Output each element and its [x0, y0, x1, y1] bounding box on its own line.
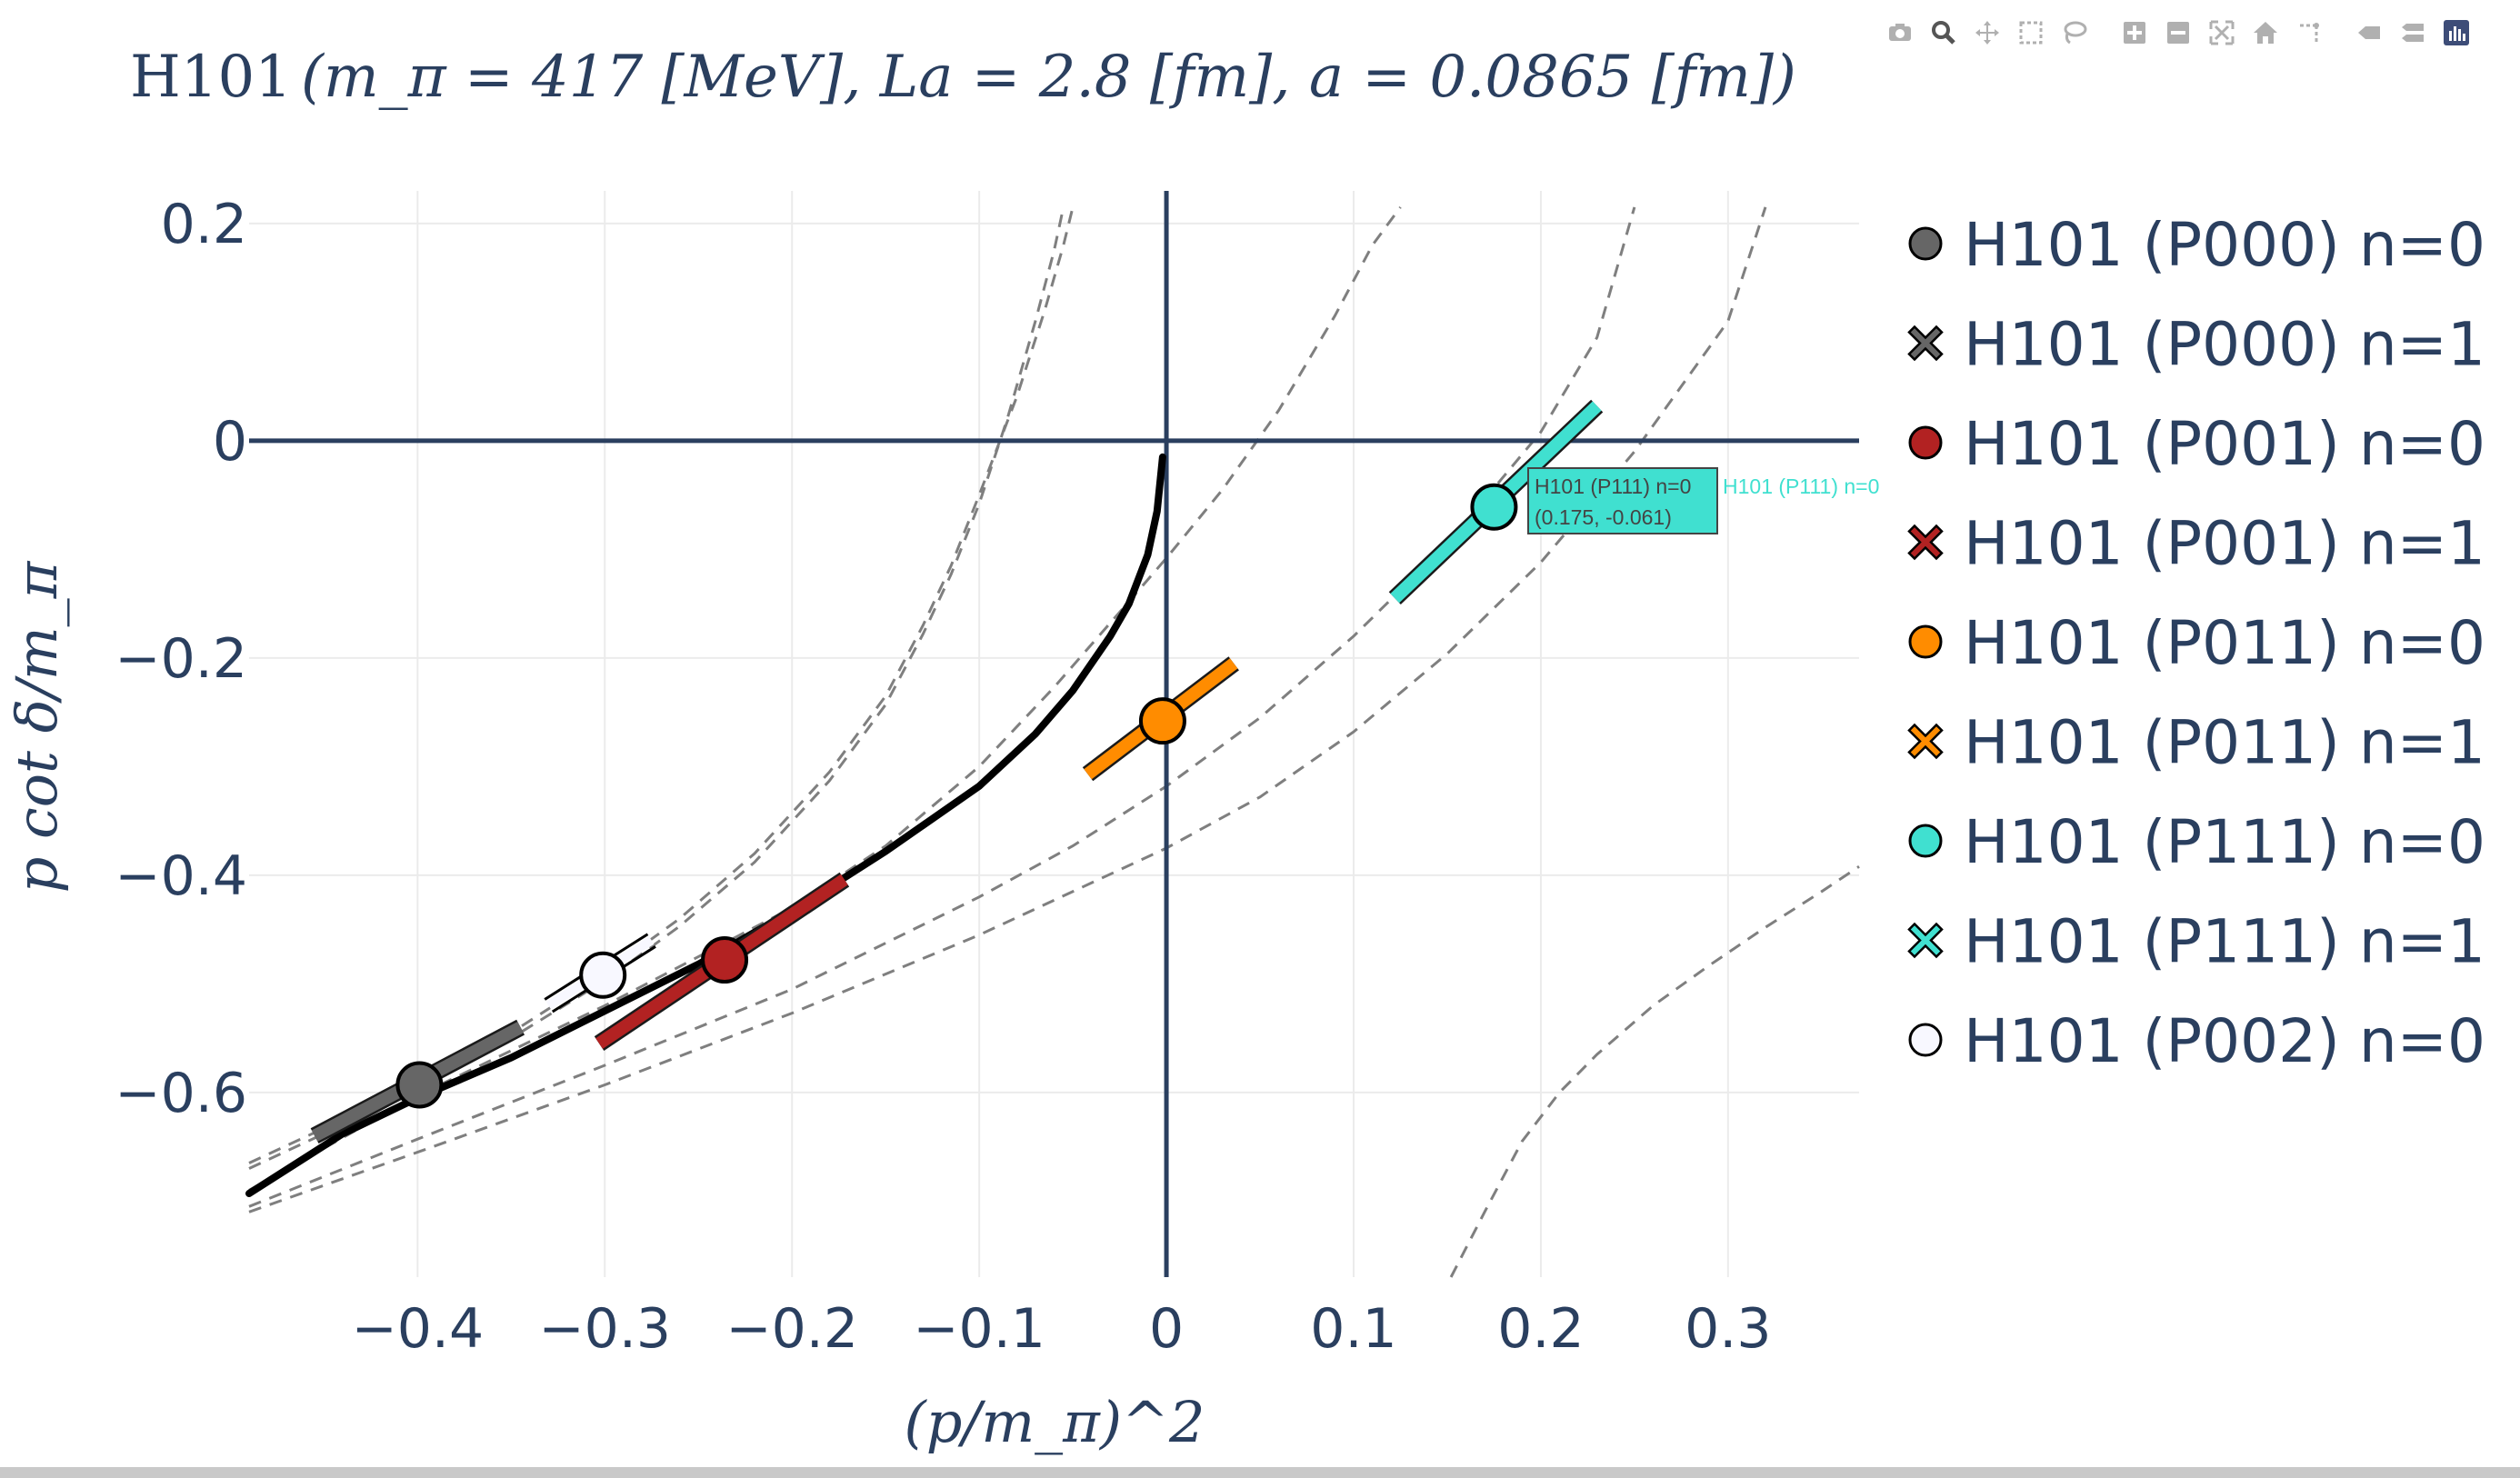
modebar	[1880, 13, 2476, 53]
legend-x-icon	[1907, 325, 1944, 362]
hover-compare-icon	[2402, 24, 2424, 42]
x-tick-labels: −0.4 −0.3 −0.2 −0.1 0 0.1 0.2 0.3	[351, 1297, 1771, 1361]
zoom-out-button[interactable]	[2158, 13, 2198, 53]
y-axis-label: p cot δ/m_π	[4, 560, 70, 893]
data-point-marker[interactable]	[1470, 483, 1518, 531]
dashed-curve	[248, 206, 1065, 1170]
hover-closest-icon	[2358, 26, 2380, 39]
x-tick-label: 0.1	[1310, 1297, 1396, 1361]
legend-label: H101 (P011) n=1	[1964, 708, 2485, 778]
legend-item[interactable]: H101 (P011) n=0	[1908, 608, 2485, 678]
y-tick-label: 0.2	[161, 193, 247, 256]
reset-axes-icon	[2254, 22, 2277, 44]
hover-box	[1527, 467, 1718, 534]
legend-label: H101 (P002) n=0	[1964, 1006, 2485, 1076]
dashed-curve	[248, 206, 1075, 1164]
box-select-button[interactable]	[2011, 13, 2051, 53]
legend-label: H101 (P000) n=0	[1964, 210, 2485, 280]
camera-icon	[1889, 24, 1911, 41]
plotly-logo-icon	[2444, 20, 2469, 45]
legend-circle-icon	[1908, 624, 1943, 659]
x-tick-label: −0.4	[351, 1297, 484, 1361]
autoscale-button[interactable]	[2202, 13, 2242, 53]
y-tick-label: 0	[213, 410, 247, 474]
pan-icon	[1975, 21, 1999, 45]
legend-circle-icon	[1908, 1023, 1943, 1057]
data-point-marker[interactable]	[701, 936, 749, 984]
legend-item[interactable]: H101 (P001) n=0	[1908, 409, 2485, 479]
legend-circle-icon	[1908, 425, 1943, 460]
zero-lines	[249, 191, 1859, 1277]
legend-circle-icon	[1908, 226, 1943, 261]
x-tick-label: 0.2	[1497, 1297, 1584, 1361]
y-tick-label: −0.6	[115, 1062, 247, 1125]
dashed-curve	[248, 206, 1767, 1213]
spike-lines-button[interactable]	[2289, 13, 2329, 53]
zoom-out-icon	[2167, 22, 2189, 44]
legend-circle-icon	[1908, 824, 1943, 858]
y-tick-labels: −0.6 −0.4 −0.2 0 0.2	[115, 193, 247, 1125]
x-axis-label: (p/m_π)^2	[905, 1389, 1205, 1455]
fit-curve-line	[245, 453, 1166, 1197]
lasso-select-icon	[2064, 21, 2087, 45]
dashed-curves	[248, 206, 1860, 1278]
legend-x-icon	[1907, 723, 1944, 760]
legend-label: H101 (P111) n=1	[1964, 907, 2485, 977]
legend-item[interactable]: H101 (P000) n=0	[1908, 210, 2485, 280]
data-point-marker[interactable]	[395, 1061, 444, 1109]
legend-item[interactable]: H101 (P002) n=0	[1908, 1006, 2485, 1076]
legend-item[interactable]: H101 (P111) n=0	[1908, 807, 2485, 877]
dashed-curve	[248, 206, 1402, 1192]
legend-item[interactable]: H101 (P011) n=1	[1907, 708, 2485, 778]
hover-closest-button[interactable]	[2349, 13, 2389, 53]
dashed-curve	[1449, 865, 1860, 1278]
x-tick-label: −0.3	[538, 1297, 671, 1361]
legend-x-icon	[1907, 922, 1944, 959]
hover-line-2: (0.175, -0.061)	[1535, 505, 1672, 529]
data-point-marker[interactable]	[579, 951, 627, 999]
y-tick-label: −0.2	[115, 627, 247, 691]
box-select-icon	[2019, 21, 2043, 45]
legend[interactable]: H101 (P000) n=0 H101 (P000) n=1 H101 (P001…	[1907, 210, 2485, 1076]
zoom-in-button[interactable]	[2115, 13, 2155, 53]
autoscale-icon	[2209, 20, 2235, 45]
fit-curve	[245, 453, 1166, 1197]
window-bottom-edge	[0, 1467, 2520, 1478]
hover-compare-button[interactable]	[2393, 13, 2433, 53]
pan-button[interactable]	[1967, 13, 2007, 53]
y-tick-label: −0.4	[115, 844, 247, 908]
legend-label: H101 (P001) n=1	[1964, 509, 2485, 579]
legend-item[interactable]: H101 (P001) n=1	[1907, 509, 2485, 579]
hover-line-1: H101 (P111) n=0	[1535, 474, 1691, 498]
lasso-select-button[interactable]	[2055, 13, 2095, 53]
legend-label: H101 (P001) n=0	[1964, 409, 2485, 479]
data-point-marker[interactable]	[1138, 697, 1186, 745]
hover-tooltip: H101 (P111) n=0 (0.175, -0.061) H101 (P1…	[1527, 467, 1879, 534]
reset-axes-button[interactable]	[2245, 13, 2285, 53]
legend-item[interactable]: H101 (P111) n=1	[1907, 907, 2485, 977]
zoom-in-icon	[2124, 22, 2145, 44]
grid-lines	[249, 191, 1859, 1277]
zoom-icon	[1932, 21, 1955, 45]
x-tick-label: −0.2	[725, 1297, 858, 1361]
data-markers[interactable]	[395, 483, 1518, 1109]
legend-item[interactable]: H101 (P000) n=1	[1907, 310, 2485, 380]
error-bands	[310, 399, 1604, 1144]
x-tick-label: 0.3	[1685, 1297, 1771, 1361]
zoom-button[interactable]	[1924, 13, 1964, 53]
chart-title: H101 (m_π = 417 [MeV], La = 2.8 [fm], a =…	[130, 44, 1796, 111]
x-tick-label: −0.1	[913, 1297, 1045, 1361]
x-tick-label: 0	[1149, 1297, 1184, 1361]
legend-label: H101 (P011) n=0	[1964, 608, 2485, 678]
chart-title-math: (m_π = 417 [MeV], La = 2.8 [fm], a = 0.0…	[301, 44, 1796, 111]
legend-label: H101 (P000) n=1	[1964, 310, 2485, 380]
camera-button[interactable]	[1880, 13, 1920, 53]
chart-title-prefix: H101	[130, 44, 292, 111]
legend-label: H101 (P111) n=0	[1964, 807, 2485, 877]
legend-x-icon	[1907, 524, 1944, 561]
hover-side-label: H101 (P111) n=0	[1723, 474, 1879, 498]
plotly-logo-button[interactable]	[2436, 13, 2476, 53]
spike-lines-icon	[2300, 23, 2319, 42]
